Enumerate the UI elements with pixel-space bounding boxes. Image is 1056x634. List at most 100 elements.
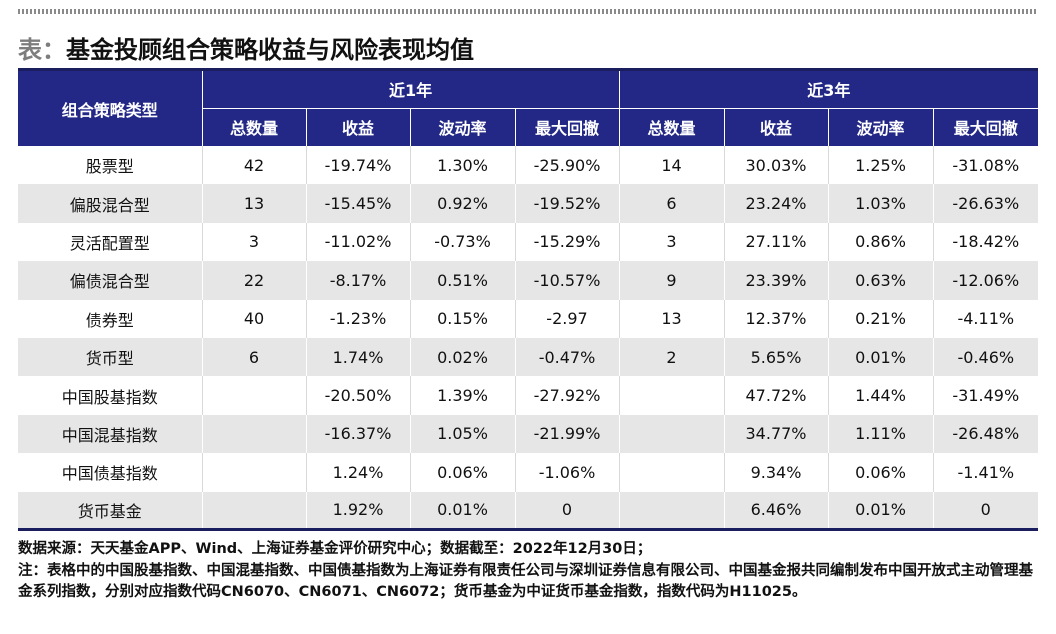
table-row: 中国混基指数 -16.37% 1.05% -21.99% 34.77% 1.11… <box>18 414 1039 454</box>
table-cell: 0.15% <box>409 299 515 338</box>
table-cell: -25.90% <box>514 146 620 185</box>
table-cell <box>618 414 725 454</box>
table-cell: 23.39% <box>723 261 829 300</box>
table-cell: -4.11% <box>932 299 1039 338</box>
table-cell: -31.49% <box>932 376 1039 415</box>
table-cell: -15.45% <box>305 184 410 223</box>
table-cell: 1.44% <box>827 376 934 415</box>
table-cell: -19.52% <box>514 184 620 223</box>
table-note: 注：表格中的中国股基指数、中国混基指数、中国债基指数为上海证券有限责任公司与深圳… <box>18 562 1033 601</box>
strategy-type-cell: 中国债基指数 <box>61 464 158 484</box>
col-header-volatility-3y: 波动率 <box>827 108 934 146</box>
table-cell: -20.50% <box>305 376 410 415</box>
footnotes: 数据来源：天天基金APP、Wind、上海证券基金评价研究中心；数据截至：2022… <box>18 539 1043 604</box>
col-header-count-3y: 总数量 <box>618 108 725 146</box>
strategy-type-cell: 偏债混合型 <box>18 261 202 300</box>
table-row: 中国债基指数 1.24% 0.06% -1.06% 9.34% 0.06% -1… <box>18 453 1039 492</box>
strategy-table-container: 组合策略类型 近1年 近3年 总数量 收益 波动率 最大回撤 总数量 收益 波动… <box>18 68 1039 532</box>
table-cell <box>618 376 725 415</box>
table-cell: -1.23% <box>305 299 410 338</box>
table-row: 货币基金 1.92% 0.01% 0 6.46% 0.01% 0 <box>18 491 1039 532</box>
table-cell <box>201 414 306 454</box>
table-cell: 1.25% <box>827 146 934 185</box>
data-source-note: 数据来源：天天基金APP、Wind、上海证券基金评价研究中心；数据截至：2022… <box>18 541 652 557</box>
table-cell: 42 <box>201 146 306 185</box>
group-header-1y: 近1年 <box>201 71 620 109</box>
table-cell: -0.46% <box>932 337 1039 377</box>
table-cell: 9 <box>618 261 725 300</box>
table-cell: 22 <box>201 261 306 300</box>
table-cell: 34.77% <box>723 414 829 454</box>
table-cell: 1.39% <box>409 376 515 415</box>
table-cell: 1.30% <box>409 146 515 185</box>
table-cell: 6.46% <box>723 491 829 532</box>
strategy-type-cell: 货币型 <box>18 337 202 377</box>
table-cell: 12.37% <box>723 299 829 338</box>
table-cell: -0.73% <box>409 222 515 262</box>
col-header-max-drawdown-1y: 最大回撤 <box>514 108 620 146</box>
table-cell: -2.97 <box>514 299 620 338</box>
table-row: 灵活配置型 3 -11.02% -0.73% -15.29% 3 27.11% … <box>18 222 1039 262</box>
table-cell: 27.11% <box>723 222 829 262</box>
table-cell: -8.17% <box>305 261 410 300</box>
table-cell: -18.42% <box>932 222 1039 262</box>
title-prefix: 表： <box>18 35 66 64</box>
table-cell: 0 <box>932 491 1039 532</box>
table-row: 偏股混合型 13 -15.45% 0.92% -19.52% 6 23.24% … <box>18 184 1039 223</box>
table-cell: -26.63% <box>932 184 1039 223</box>
table-cell: 1.74% <box>305 337 410 377</box>
col-header-return-1y: 收益 <box>305 108 410 146</box>
table-cell: -10.57% <box>514 261 620 300</box>
table-cell <box>618 453 725 492</box>
table-cell: -1.41% <box>932 453 1039 492</box>
table-cell: 1.11% <box>827 414 934 454</box>
table-cell: -0.47% <box>514 337 620 377</box>
table-cell: 1.05% <box>409 414 515 454</box>
table-cell: 0.51% <box>409 261 515 300</box>
title-text: 基金投顾组合策略收益与风险表现均值 <box>66 35 474 64</box>
table-row: 债券型 40 -1.23% 0.15% -2.97 13 12.37% 0.21… <box>18 299 1039 338</box>
table-cell: 0.21% <box>827 299 934 338</box>
table-cell: 0.92% <box>409 184 515 223</box>
table-cell: 6 <box>201 337 306 377</box>
table-cell: 23.24% <box>723 184 829 223</box>
table-cell: 13 <box>618 299 725 338</box>
table-cell: 9.34% <box>723 453 829 492</box>
table-cell: 0.06% <box>409 453 515 492</box>
table-cell: 0 <box>514 491 620 532</box>
table-cell: 2 <box>618 337 725 377</box>
table-cell: 40 <box>201 299 306 338</box>
strategy-type-cell: 中国股基指数 <box>61 387 158 407</box>
top-dotted-rule <box>18 9 1038 14</box>
table-cell <box>618 491 725 532</box>
table-row: 中国股基指数 -20.50% 1.39% -27.92% 47.72% 1.44… <box>18 376 1039 415</box>
table-cell: -11.02% <box>305 222 410 262</box>
table-cell: 0.01% <box>409 491 515 532</box>
row-header-strategy-type: 组合策略类型 <box>18 71 202 146</box>
table-cell: 0.86% <box>827 222 934 262</box>
table-row: 货币型 6 1.74% 0.02% -0.47% 2 5.65% 0.01% -… <box>18 337 1039 377</box>
table-cell: 5.65% <box>723 337 829 377</box>
table-row: 股票型 42 -19.74% 1.30% -25.90% 14 30.03% 1… <box>18 146 1039 185</box>
table-cell <box>201 491 306 532</box>
table-cell: 0.06% <box>827 453 934 492</box>
strategy-type-cell: 偏股混合型 <box>18 184 202 223</box>
table-cell: -19.74% <box>305 146 410 185</box>
table-cell: 6 <box>618 184 725 223</box>
strategy-type-cell: 股票型 <box>85 157 134 177</box>
table-title: 表： 基金投顾组合策略收益与风险表现均值 <box>18 30 474 64</box>
table-cell: 47.72% <box>723 376 829 415</box>
col-header-count-1y: 总数量 <box>201 108 306 146</box>
table-cell: 3 <box>201 222 306 262</box>
table-cell: 14 <box>618 146 725 185</box>
table-cell: 0.63% <box>827 261 934 300</box>
strategy-type-cell: 债券型 <box>85 310 134 330</box>
group-header-3y: 近3年 <box>618 71 1039 109</box>
table-cell: 1.24% <box>305 453 410 492</box>
strategy-type-cell: 灵活配置型 <box>69 233 150 253</box>
table-cell: 1.92% <box>305 491 410 532</box>
table-row: 偏债混合型 22 -8.17% 0.51% -10.57% 9 23.39% 0… <box>18 261 1039 300</box>
table-cell <box>201 453 306 492</box>
col-header-return-3y: 收益 <box>723 108 829 146</box>
table-cell: 1.03% <box>827 184 934 223</box>
